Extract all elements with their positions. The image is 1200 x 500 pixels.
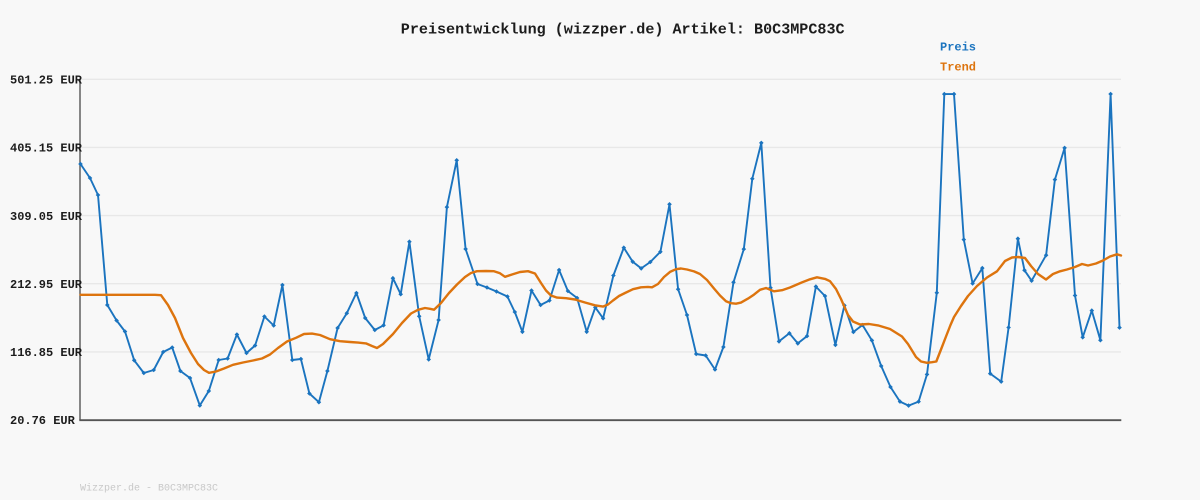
svg-text:Preisentwicklung (wizzper.de): Preisentwicklung (wizzper.de) Artikel: B… <box>401 21 845 39</box>
svg-text:Trend: Trend <box>940 61 976 75</box>
svg-text:Preis: Preis <box>940 41 976 55</box>
svg-text:212.95 EUR: 212.95 EUR <box>10 278 83 292</box>
svg-text:Wizzper.de - B0C3MPC83C: Wizzper.de - B0C3MPC83C <box>80 483 218 495</box>
svg-text:501.25 EUR: 501.25 EUR <box>10 74 83 88</box>
svg-text:116.85 EUR: 116.85 EUR <box>10 346 83 360</box>
svg-text:309.05 EUR: 309.05 EUR <box>10 210 83 224</box>
svg-text:20.76 EUR: 20.76 EUR <box>10 414 76 428</box>
svg-text:405.15 EUR: 405.15 EUR <box>10 142 83 156</box>
